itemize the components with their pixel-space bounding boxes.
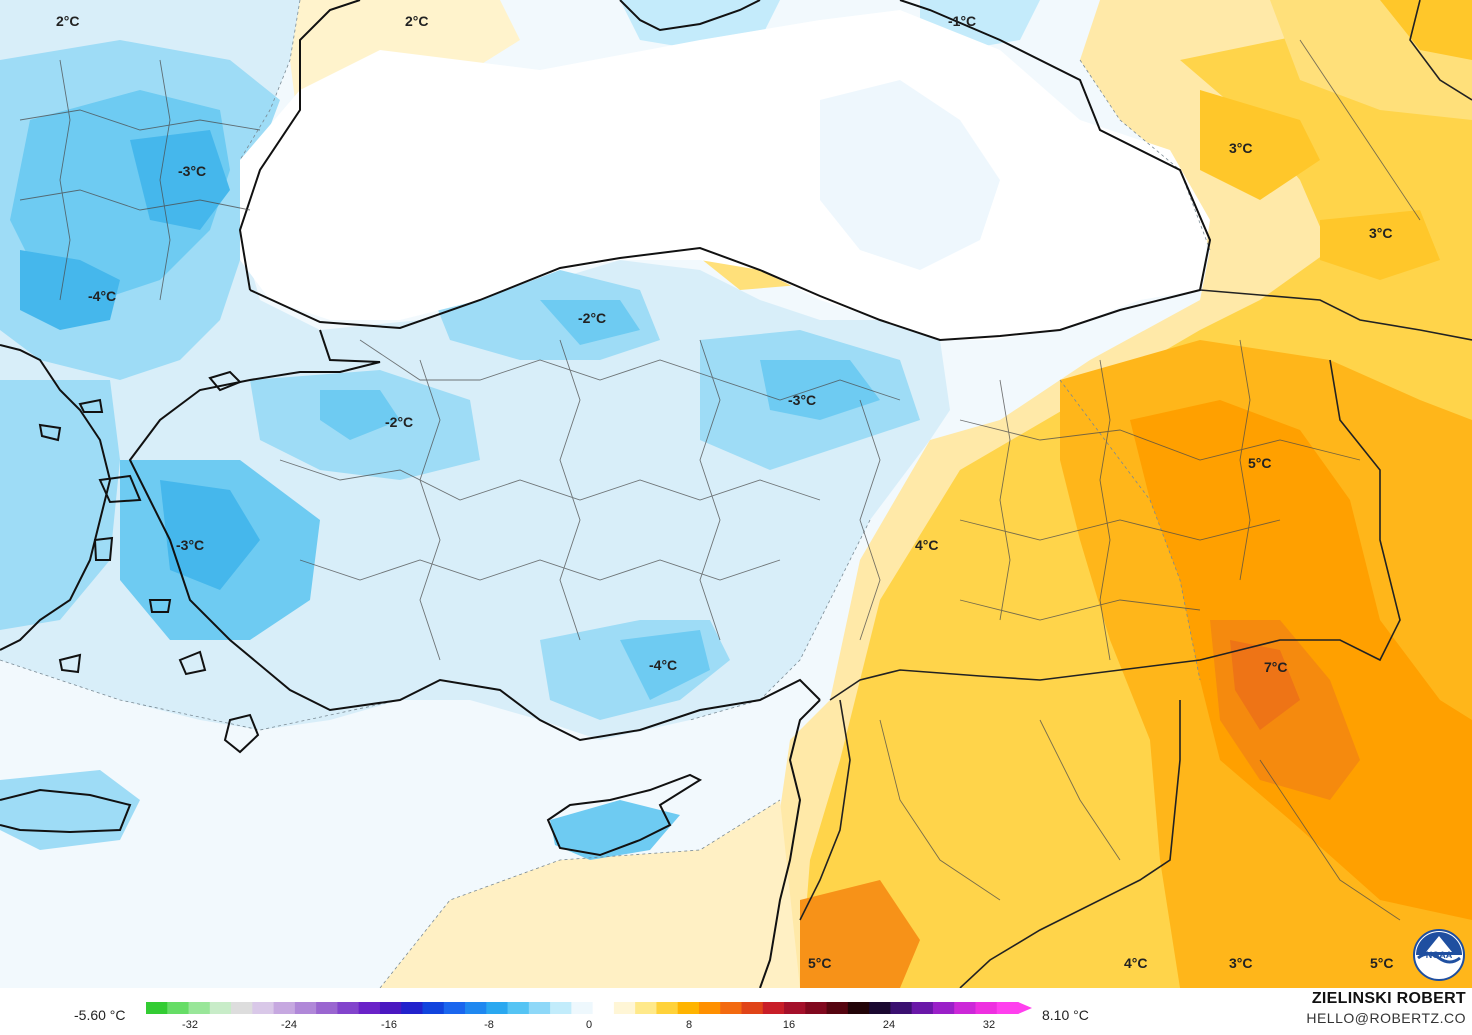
scale-swatch <box>401 1002 424 1014</box>
scale-swatch <box>847 1002 870 1014</box>
scale-swatch <box>209 1002 232 1014</box>
scale-end-arrow <box>1018 1002 1032 1014</box>
scale-swatch <box>231 1002 253 1014</box>
temp-label: -3°C <box>176 537 204 553</box>
scale-swatch <box>869 1002 891 1014</box>
temperature-map: 2°C 2°C -1°C -3°C -4°C -2°C -2°C -3°C -3… <box>0 0 1472 988</box>
legend-min-label: -5.60 °C <box>74 1007 126 1023</box>
temperature-labels: 2°C 2°C -1°C -3°C -4°C -2°C -2°C -3°C -3… <box>56 13 1394 971</box>
temp-label: -1°C <box>948 13 976 29</box>
scale-swatch <box>741 1002 764 1014</box>
scale-swatch <box>975 1002 998 1014</box>
scale-swatch <box>911 1002 934 1014</box>
scale-swatch <box>316 1002 339 1014</box>
scale-swatch <box>698 1002 721 1014</box>
scale-swatch <box>550 1002 572 1014</box>
scale-swatch <box>486 1002 509 1014</box>
scale-tick-label: 0 <box>586 1019 592 1030</box>
temp-label: 5°C <box>1370 955 1394 971</box>
legend-max-label: 8.10 °C <box>1042 1007 1089 1023</box>
scale-swatch <box>252 1002 275 1014</box>
noaa-logo: NOAA <box>1412 928 1466 982</box>
scale-swatch <box>571 1002 594 1014</box>
temp-label: 5°C <box>1248 455 1272 471</box>
scale-tick-label: -32 <box>182 1019 198 1030</box>
temp-label: -4°C <box>88 288 116 304</box>
coastlines <box>0 0 1212 988</box>
author-email: HELLO@ROBERTZ.CO <box>1306 1010 1466 1026</box>
temperature-fields <box>0 0 1472 988</box>
temp-label: 4°C <box>915 537 939 553</box>
scale-tick-label: 8 <box>686 1019 692 1030</box>
region-borders <box>19 39 1421 921</box>
color-scale-swatches <box>146 1002 1032 1014</box>
scale-swatch <box>465 1002 487 1014</box>
scale-swatch <box>677 1002 700 1014</box>
scale-swatch <box>422 1002 445 1014</box>
scale-swatch <box>167 1002 190 1014</box>
temp-label: 3°C <box>1229 140 1253 156</box>
scale-tick-label: 32 <box>983 1019 995 1030</box>
scale-swatch <box>784 1002 806 1014</box>
scale-tick-label: 24 <box>883 1019 895 1030</box>
scale-swatch <box>358 1002 381 1014</box>
scale-swatch <box>528 1002 551 1014</box>
scale-swatch <box>720 1002 743 1014</box>
scale-tick-label: -16 <box>381 1019 397 1030</box>
scale-tick-label: 16 <box>783 1019 795 1030</box>
temp-label: -4°C <box>649 657 677 673</box>
temp-label: 5°C <box>808 955 832 971</box>
color-scale-legend: -32 -24 -16 -8 0 8 16 24 32 <box>146 1002 1032 1030</box>
scale-swatch <box>379 1002 402 1014</box>
author-credit: ZIELINSKI ROBERT <box>1311 990 1466 1007</box>
temp-label: 4°C <box>1124 955 1148 971</box>
scale-swatch <box>443 1002 466 1014</box>
scale-tick-label: -8 <box>484 1019 494 1030</box>
scale-swatch <box>592 1002 615 1014</box>
scale-swatch <box>507 1002 530 1014</box>
scale-swatch <box>954 1002 977 1014</box>
svg-text:NOAA: NOAA <box>1426 950 1453 960</box>
temp-label: -2°C <box>385 414 413 430</box>
color-scale-ticks: -32 -24 -16 -8 0 8 16 24 32 <box>182 1019 995 1030</box>
scale-swatch <box>273 1002 296 1014</box>
scale-swatch <box>996 1002 1019 1014</box>
scale-swatch <box>805 1002 828 1014</box>
scale-swatch <box>762 1002 785 1014</box>
scale-swatch <box>656 1002 679 1014</box>
borders <box>799 0 1472 988</box>
scale-swatch <box>337 1002 360 1014</box>
temp-label: -3°C <box>788 392 816 408</box>
scale-swatch <box>188 1002 211 1014</box>
contour-lines <box>0 0 1211 988</box>
scale-swatch <box>890 1002 913 1014</box>
scale-swatch <box>635 1002 658 1014</box>
scale-swatch <box>146 1002 168 1014</box>
temp-label: 2°C <box>56 13 80 29</box>
scale-swatch <box>826 1002 849 1014</box>
temp-label: -3°C <box>178 163 206 179</box>
temp-label: -2°C <box>578 310 606 326</box>
scale-swatch <box>932 1002 955 1014</box>
temp-label: 7°C <box>1264 659 1288 675</box>
temp-label: 3°C <box>1369 225 1393 241</box>
temp-label: 3°C <box>1229 955 1253 971</box>
scale-swatch <box>613 1002 636 1014</box>
scale-swatch <box>294 1002 317 1014</box>
temp-label: 2°C <box>405 13 429 29</box>
scale-tick-label: -24 <box>281 1019 297 1030</box>
